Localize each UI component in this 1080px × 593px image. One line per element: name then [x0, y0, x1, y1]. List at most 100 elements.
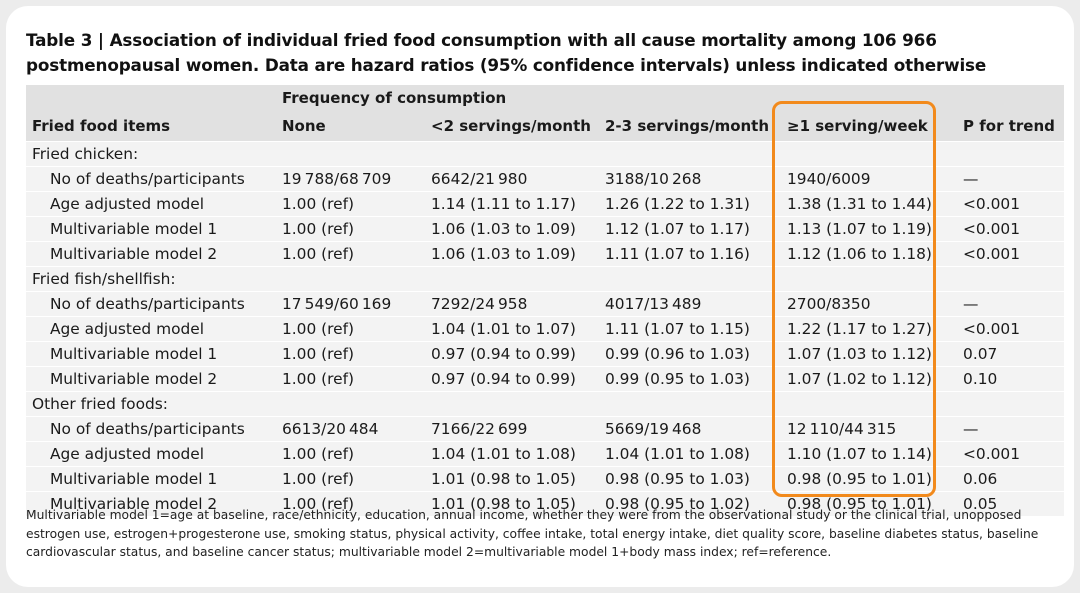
row-label: Multivariable model 1 [26, 466, 278, 492]
row-label: No of deaths/participants [26, 166, 278, 192]
cell-p-trend: 0.10 [955, 366, 1065, 392]
cell-p-trend: 0.07 [955, 341, 1065, 367]
column-header-p-trend: P for trend [955, 112, 1065, 142]
table-footnote: Multivariable model 1=age at baseline, r… [26, 508, 1039, 559]
cell-ge1-week: 2700/8350 [775, 291, 956, 317]
cell-p-trend: <0.001 [955, 191, 1065, 217]
section-row: Fried chicken: [26, 141, 1065, 167]
cell-lt2-month: 1.01 (0.98 to 1.05) [424, 466, 601, 492]
cell-ge1-week: 1.22 (1.17 to 1.27) [775, 316, 956, 342]
cell-p-trend: <0.001 [955, 316, 1065, 342]
row-label: Multivariable model 1 [26, 216, 278, 242]
cell-none: 1.00 (ref) [278, 191, 424, 217]
cell-ge1-week: 0.98 (0.95 to 1.01) [775, 466, 956, 492]
cell-lt2-month: 1.04 (1.01 to 1.07) [424, 316, 601, 342]
cell-ge1-week: 1.12 (1.06 to 1.18) [775, 241, 956, 267]
cell-p-trend: <0.001 [955, 441, 1065, 467]
cell-none: 1.00 (ref) [278, 366, 424, 392]
cell-2-3-month: 0.99 (0.95 to 1.03) [601, 366, 775, 392]
cell-none: 1.00 (ref) [278, 341, 424, 367]
cell-2-3-month: 0.99 (0.96 to 1.03) [601, 341, 775, 367]
table-row: Multivariable model 1 1.00 (ref) 1.06 (1.0… [26, 216, 1065, 242]
table-container: Frequency of consumption Fried food item… [26, 85, 1065, 516]
cell-ge1-week: 1.13 (1.07 to 1.19) [775, 216, 956, 242]
cell-2-3-month: 0.98 (0.95 to 1.02) [601, 491, 775, 516]
cell-none: 6613/20 484 [278, 416, 424, 442]
cell-none: 1.00 (ref) [278, 466, 424, 492]
cell-p-trend: <0.001 [955, 216, 1065, 242]
header-group-spacer-end [955, 85, 1065, 112]
header-group-spacer [26, 85, 278, 112]
cell-p-trend: <0.001 [955, 241, 1065, 267]
cell-none: 1.00 (ref) [278, 216, 424, 242]
table-row: Multivariable model 1 1.00 (ref) 1.01 (0.9… [26, 466, 1065, 492]
table-body: Fried chicken: No of deaths/participants 1… [26, 141, 1065, 516]
column-header-items: Fried food items [26, 112, 278, 142]
cell-ge1-week: 1.38 (1.31 to 1.44) [775, 191, 956, 217]
table-row: Multivariable model 2 1.00 (ref) 0.97 (0.9… [26, 366, 1065, 392]
section-label: Other fried foods: [26, 391, 1065, 417]
cell-ge1-week: 12 110/44 315 [775, 416, 956, 442]
column-header-none: None [278, 112, 424, 142]
row-label: No of deaths/participants [26, 416, 278, 442]
column-header-lt2-month: <2 servings/month [424, 112, 601, 142]
table-row: Multivariable model 2 1.00 (ref) 1.06 (1.0… [26, 241, 1065, 267]
row-label: No of deaths/participants [26, 291, 278, 317]
cell-lt2-month: 1.04 (1.01 to 1.08) [424, 441, 601, 467]
table-row: Age adjusted model 1.00 (ref) 1.14 (1.11 t… [26, 191, 1065, 217]
cell-ge1-week: 1.10 (1.07 to 1.14) [775, 441, 956, 467]
table-row: No of deaths/participants 6613/20 484 7166… [26, 416, 1065, 442]
data-table: Frequency of consumption Fried food item… [26, 85, 1065, 516]
cell-lt2-month: 1.01 (0.98 to 1.05) [424, 491, 601, 516]
cell-none: 1.00 (ref) [278, 241, 424, 267]
table-row: Age adjusted model 1.00 (ref) 1.04 (1.01 t… [26, 441, 1065, 467]
cell-none: 17 549/60 169 [278, 291, 424, 317]
row-label: Age adjusted model [26, 191, 278, 217]
cell-none: 1.00 (ref) [278, 441, 424, 467]
cell-2-3-month: 0.98 (0.95 to 1.03) [601, 466, 775, 492]
row-label: Multivariable model 2 [26, 366, 278, 392]
cell-lt2-month: 1.14 (1.11 to 1.17) [424, 191, 601, 217]
row-label: Age adjusted model [26, 441, 278, 467]
cell-2-3-month: 3188/10 268 [601, 166, 775, 192]
cell-lt2-month: 0.97 (0.94 to 0.99) [424, 366, 601, 392]
cell-none: 1.00 (ref) [278, 491, 424, 516]
cell-p-trend: 0.05 [955, 491, 1065, 516]
table-row: Multivariable model 1 1.00 (ref) 0.97 (0.9… [26, 341, 1065, 367]
section-row: Other fried foods: [26, 391, 1065, 417]
section-row: Fried fish/shellfish: [26, 266, 1065, 292]
cell-p-trend: 0.06 [955, 466, 1065, 492]
cell-lt2-month: 6642/21 980 [424, 166, 601, 192]
cell-2-3-month: 4017/13 489 [601, 291, 775, 317]
cell-2-3-month: 1.11 (1.07 to 1.16) [601, 241, 775, 267]
table-card: Table 3 | Association of individual frie… [6, 6, 1074, 587]
row-label: Multivariable model 2 [26, 491, 278, 516]
cell-ge1-week: 1.07 (1.02 to 1.12) [775, 366, 956, 392]
row-label: Multivariable model 2 [26, 241, 278, 267]
cell-none: 1.00 (ref) [278, 316, 424, 342]
column-header-2-3-month: 2-3 servings/month [601, 112, 775, 142]
cell-none: 19 788/68 709 [278, 166, 424, 192]
cell-lt2-month: 1.06 (1.03 to 1.09) [424, 216, 601, 242]
table-row: No of deaths/participants 19 788/68 709 66… [26, 166, 1065, 192]
cell-2-3-month: 5669/19 468 [601, 416, 775, 442]
cell-2-3-month: 1.26 (1.22 to 1.31) [601, 191, 775, 217]
table-row: Age adjusted model 1.00 (ref) 1.04 (1.01 t… [26, 316, 1065, 342]
cell-lt2-month: 7292/24 958 [424, 291, 601, 317]
column-header-ge1-week: ≥1 serving/week [775, 112, 956, 142]
row-label: Multivariable model 1 [26, 341, 278, 367]
cell-2-3-month: 1.11 (1.07 to 1.15) [601, 316, 775, 342]
cell-ge1-week: 1.07 (1.03 to 1.12) [775, 341, 956, 367]
cell-2-3-month: 1.12 (1.07 to 1.17) [601, 216, 775, 242]
header-group-label: Frequency of consumption [278, 85, 956, 112]
table-title: Table 3 | Association of individual frie… [26, 30, 987, 75]
row-label: Age adjusted model [26, 316, 278, 342]
cell-lt2-month: 0.97 (0.94 to 0.99) [424, 341, 601, 367]
cell-p-trend: — [955, 166, 1065, 192]
cell-p-trend: — [955, 416, 1065, 442]
cell-2-3-month: 1.04 (1.01 to 1.08) [601, 441, 775, 467]
section-label: Fried fish/shellfish: [26, 266, 1065, 292]
header-group-row: Frequency of consumption [26, 85, 1065, 112]
header-columns-row: Fried food items None <2 servings/month … [26, 112, 1065, 142]
table-row: No of deaths/participants 17 549/60 169 72… [26, 291, 1065, 317]
